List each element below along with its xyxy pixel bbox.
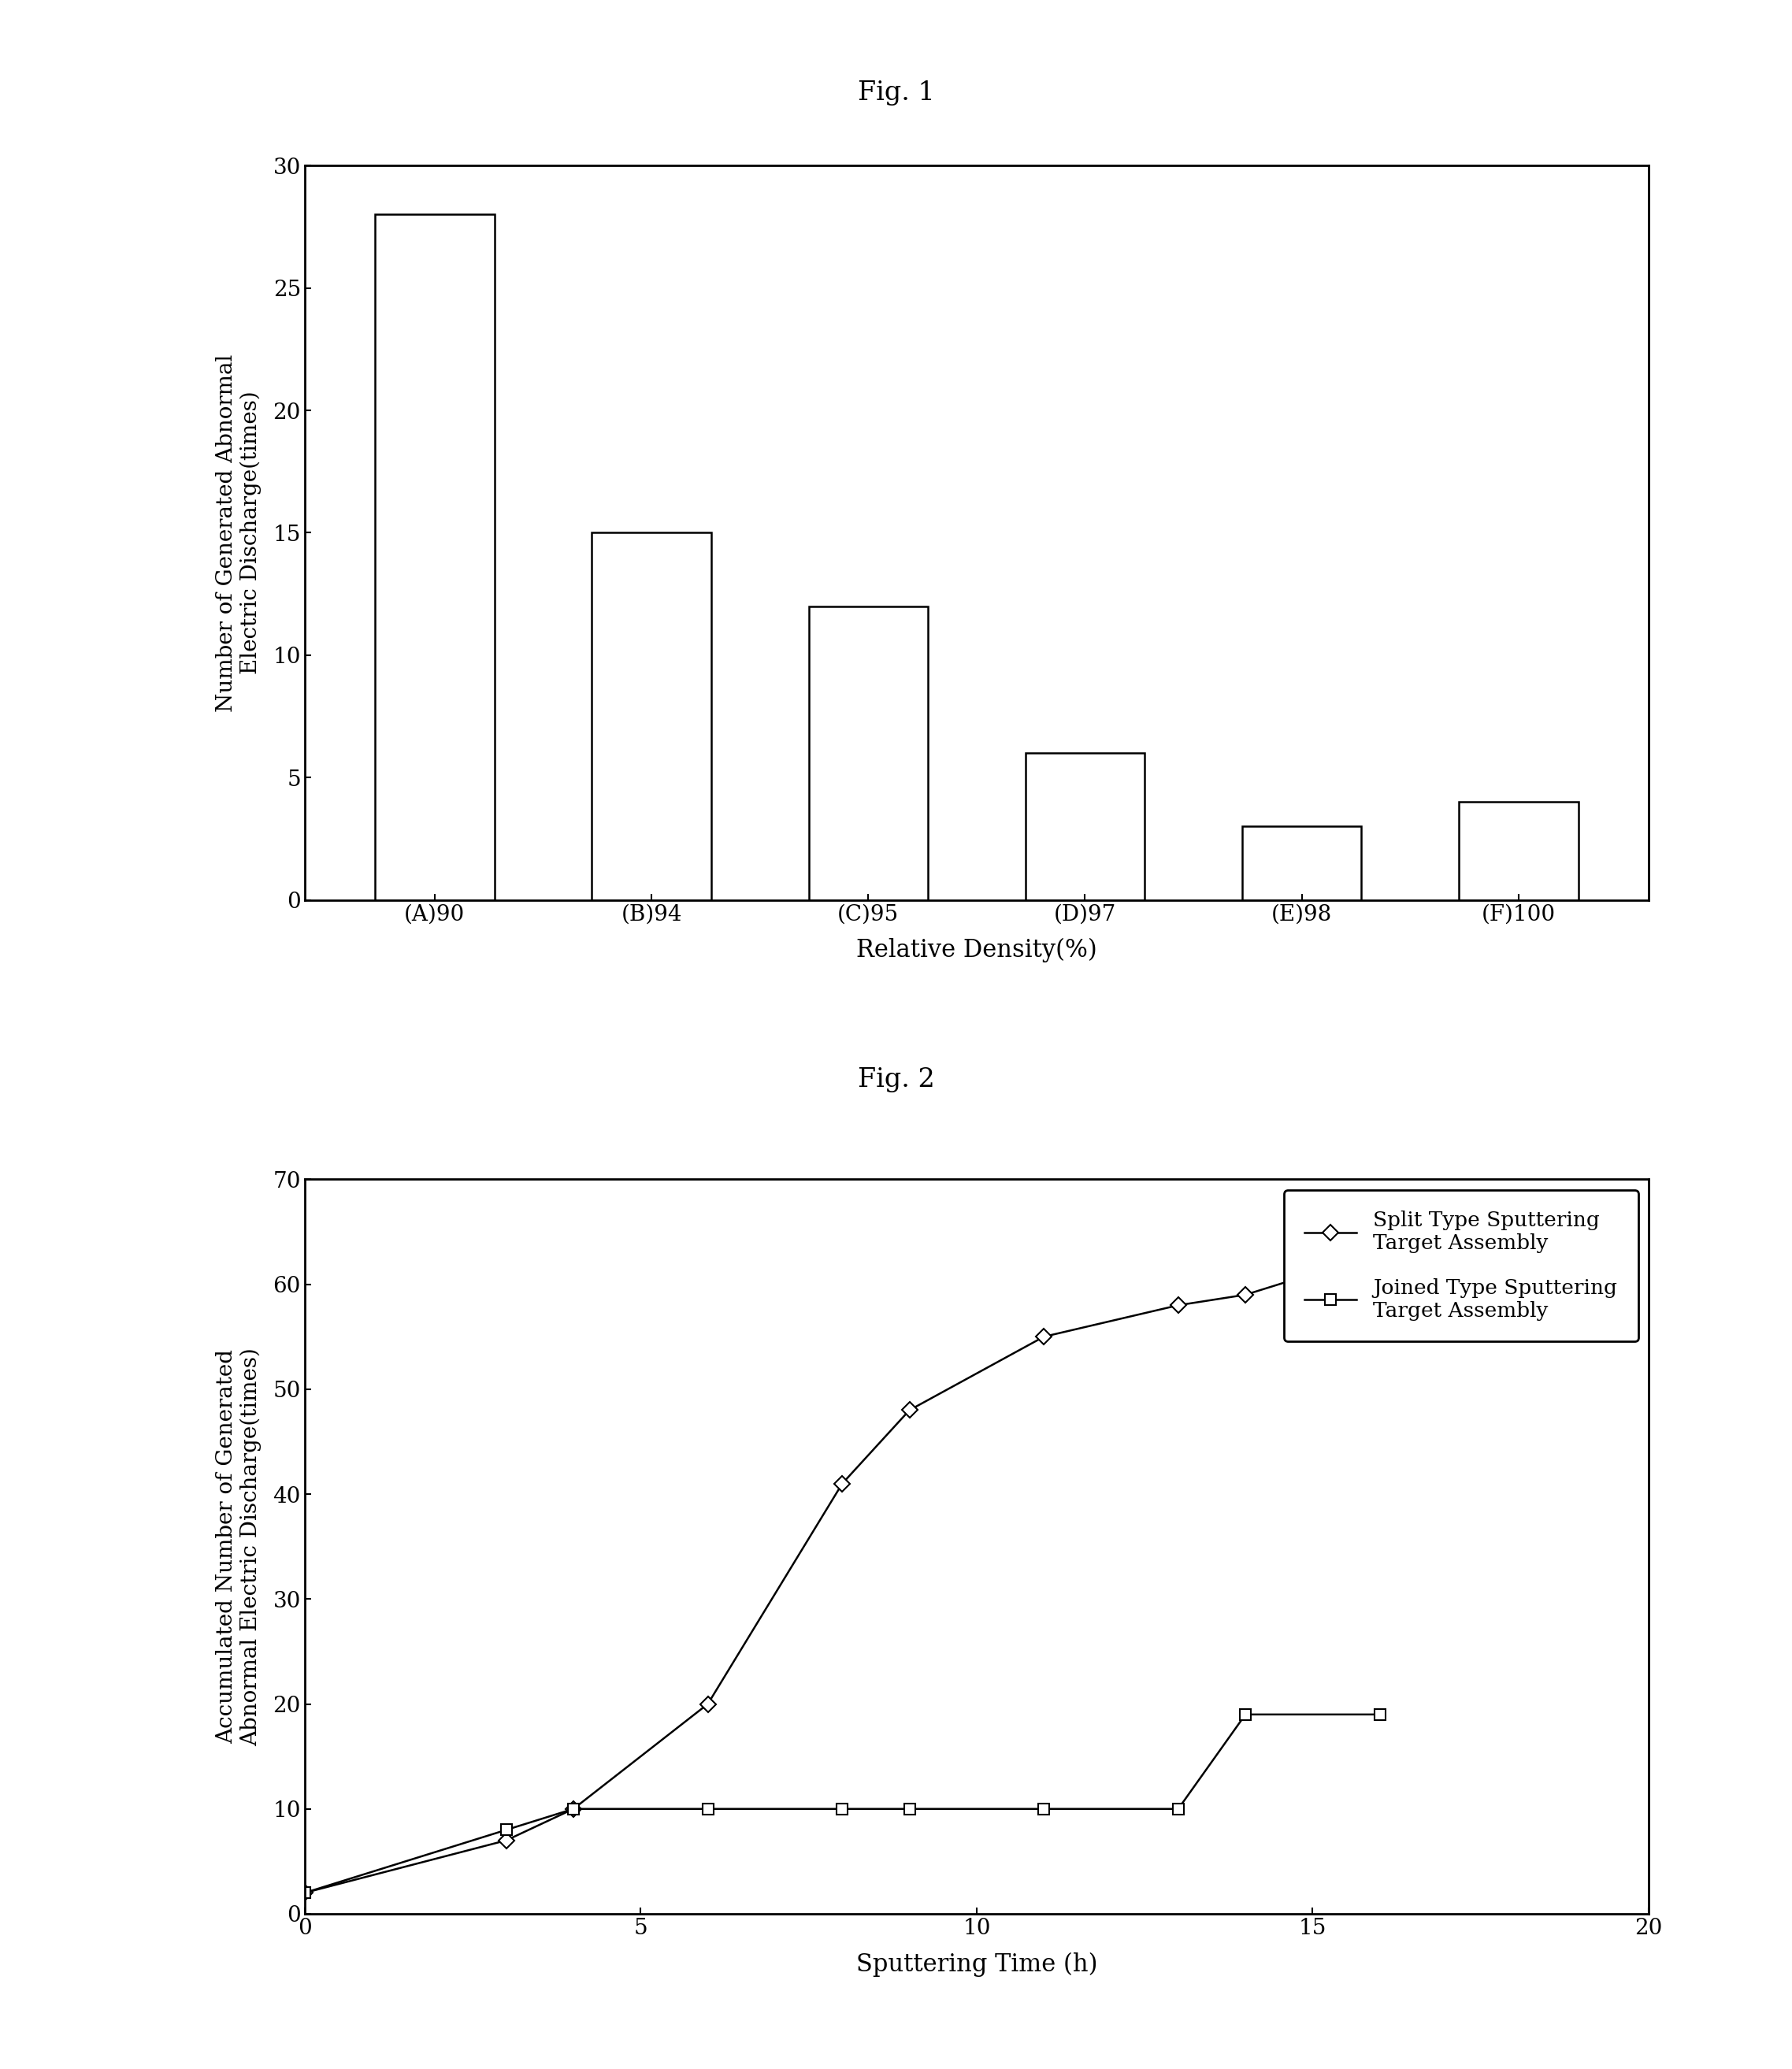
Bar xyxy=(1025,753,1145,900)
Joined Type Sputtering
Target Assembly xyxy=(1235,1703,1256,1728)
Joined Type Sputtering
Target Assembly xyxy=(831,1796,853,1821)
Line: Joined Type Sputtering
Target Assembly: Joined Type Sputtering Target Assembly xyxy=(299,1709,1385,1899)
Joined Type Sputtering
Target Assembly xyxy=(898,1796,921,1821)
Bar xyxy=(591,534,711,900)
Split Type Sputtering
Target Assembly xyxy=(1032,1324,1054,1349)
Split Type Sputtering
Target Assembly xyxy=(697,1692,719,1717)
Split Type Sputtering
Target Assembly xyxy=(495,1829,516,1854)
Bar xyxy=(375,215,495,900)
X-axis label: Relative Density(%): Relative Density(%) xyxy=(857,937,1097,962)
Bar xyxy=(1459,803,1579,900)
Joined Type Sputtering
Target Assembly xyxy=(697,1796,719,1821)
Line: Split Type Sputtering
Target Assembly: Split Type Sputtering Target Assembly xyxy=(299,1248,1385,1899)
Joined Type Sputtering
Target Assembly xyxy=(495,1817,516,1841)
Joined Type Sputtering
Target Assembly xyxy=(1168,1796,1190,1821)
Split Type Sputtering
Target Assembly xyxy=(1168,1293,1190,1318)
Joined Type Sputtering
Target Assembly xyxy=(1369,1703,1391,1728)
Split Type Sputtering
Target Assembly xyxy=(563,1796,584,1821)
Joined Type Sputtering
Target Assembly xyxy=(563,1796,584,1821)
Split Type Sputtering
Target Assembly xyxy=(1235,1283,1256,1308)
Text: Fig. 2: Fig. 2 xyxy=(858,1068,934,1092)
Legend: Split Type Sputtering
Target Assembly, Joined Type Sputtering
Target Assembly: Split Type Sputtering Target Assembly, J… xyxy=(1283,1190,1638,1341)
Bar xyxy=(808,606,928,900)
Split Type Sputtering
Target Assembly xyxy=(294,1881,315,1906)
X-axis label: Sputtering Time (h): Sputtering Time (h) xyxy=(857,1951,1097,1976)
Split Type Sputtering
Target Assembly xyxy=(1369,1239,1391,1264)
Split Type Sputtering
Target Assembly xyxy=(898,1399,921,1423)
Y-axis label: Accumulated Number of Generated
Abnormal Electric Discharge(times): Accumulated Number of Generated Abnormal… xyxy=(215,1347,262,1746)
Text: Fig. 1: Fig. 1 xyxy=(858,81,934,106)
Bar xyxy=(1242,828,1362,900)
Joined Type Sputtering
Target Assembly xyxy=(1032,1796,1054,1821)
Split Type Sputtering
Target Assembly xyxy=(831,1471,853,1496)
Y-axis label: Number of Generated Abnormal
Electric Discharge(times): Number of Generated Abnormal Electric Di… xyxy=(215,354,262,712)
Joined Type Sputtering
Target Assembly xyxy=(294,1881,315,1906)
